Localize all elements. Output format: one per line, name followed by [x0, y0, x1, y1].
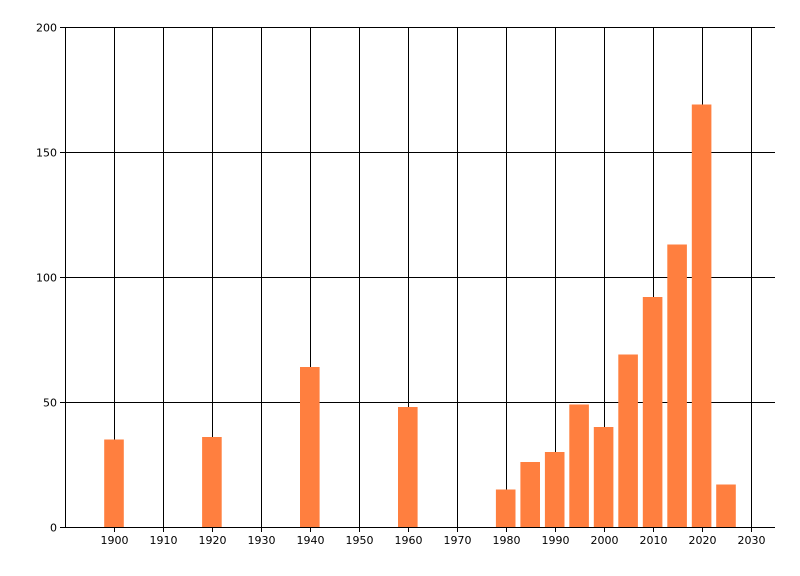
y-tick-label: 100: [36, 272, 57, 285]
x-tick-label: 2000: [591, 534, 619, 547]
x-tick-label: 1920: [199, 534, 227, 547]
x-tick-label: 1970: [444, 534, 472, 547]
x-tick-label: 2010: [640, 534, 668, 547]
bar-1980: [495, 489, 516, 527]
x-tick-label: 1930: [248, 534, 276, 547]
x-tick-label: 1910: [150, 534, 178, 547]
x-tick-label: 1900: [101, 534, 129, 547]
axes: [60, 27, 775, 532]
x-tick-label: 1980: [493, 534, 521, 547]
bar-1920: [202, 437, 222, 527]
bar-2025: [716, 484, 736, 527]
bar-1985: [520, 462, 540, 527]
y-tick-label: 0: [50, 522, 57, 535]
bar-1990: [544, 452, 565, 527]
bar-1960: [398, 407, 418, 527]
y-tick-label: 50: [43, 397, 57, 410]
bar-2000: [593, 427, 614, 527]
bars: [104, 104, 736, 527]
y-tick-label: 150: [36, 147, 57, 160]
bar-1940: [300, 367, 320, 527]
x-tick-label: 2030: [738, 534, 766, 547]
x-tick-label: 2020: [689, 534, 717, 547]
bar-2020: [691, 104, 712, 527]
y-tick-label: 200: [36, 22, 57, 35]
tick-labels: 0 50 100 150 200 1900 1910 1920 1930 1940 1950 1960…: [36, 22, 766, 548]
x-tick-label: 1960: [395, 534, 423, 547]
x-tick-label: 1990: [542, 534, 570, 547]
bar-2015: [667, 244, 687, 527]
x-tick-label: 1940: [297, 534, 325, 547]
bar-2010: [642, 297, 663, 527]
bar-2005: [618, 354, 638, 527]
bar-1900: [104, 439, 124, 527]
x-tick-label: 1950: [346, 534, 374, 547]
bar-1995: [569, 404, 589, 527]
